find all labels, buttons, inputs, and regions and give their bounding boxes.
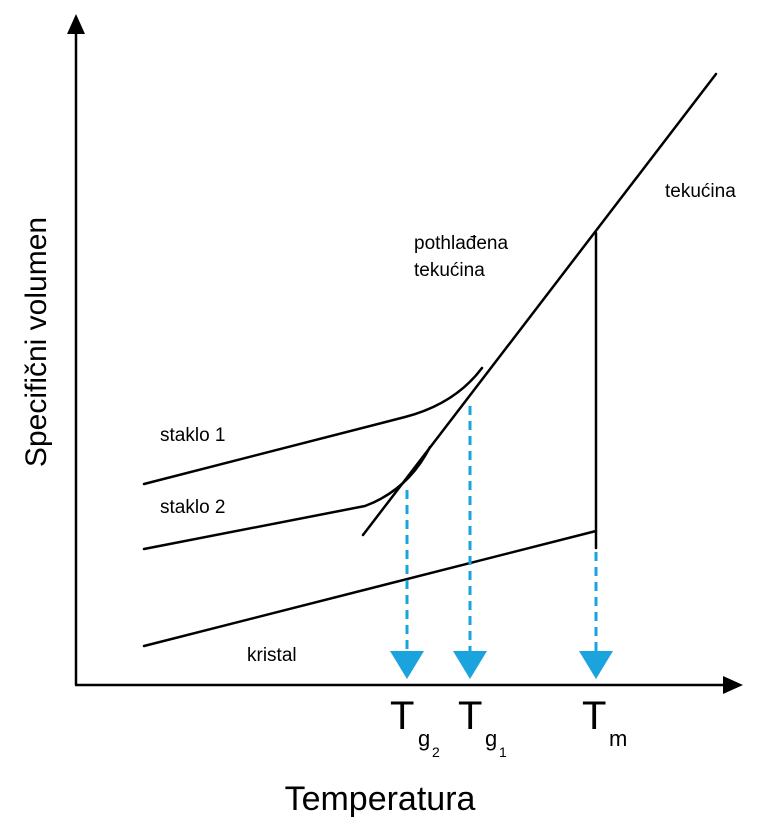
tg2-arrowhead (390, 651, 424, 679)
tg1-main: T (458, 694, 482, 738)
glass-1-label: staklo 1 (160, 425, 225, 446)
tm-sub: m (609, 726, 627, 751)
glass-2-label: staklo 2 (160, 497, 225, 518)
supercooled-label-line2: tekućina (414, 260, 485, 281)
x-axis-arrow (723, 676, 743, 694)
tm-label: T m (582, 694, 627, 751)
y-axis-title: Specifični volumen (20, 217, 53, 467)
tg1-sub: g (485, 726, 497, 751)
tg1-subsub: 1 (499, 744, 507, 760)
axes (67, 14, 743, 694)
glass-2-curve (142, 445, 432, 551)
curves (142, 72, 718, 648)
tg2-subsub: 2 (432, 744, 440, 760)
crystal-line (142, 529, 598, 648)
tg2-main: T (390, 694, 414, 738)
tg2-sub: g (418, 726, 430, 751)
supercooled-label-line1: pothlađena (414, 233, 508, 254)
tg1-label: T g 1 (458, 694, 507, 760)
tm-arrowhead (579, 651, 613, 679)
y-axis-arrow (67, 14, 85, 34)
liquid-label: tekućina (665, 181, 736, 202)
tm-main: T (582, 694, 606, 738)
glass-1-curve (142, 366, 484, 486)
liquid-line (361, 72, 718, 537)
tg1-arrowhead (453, 651, 487, 679)
x-axis-title: Temperatura (285, 780, 476, 818)
crystal-label: kristal (247, 645, 297, 666)
region-labels: tekućina pothlađena tekućina staklo 1 st… (160, 181, 736, 666)
temperature-markers (390, 406, 613, 679)
tg2-label: T g 2 (390, 694, 440, 760)
